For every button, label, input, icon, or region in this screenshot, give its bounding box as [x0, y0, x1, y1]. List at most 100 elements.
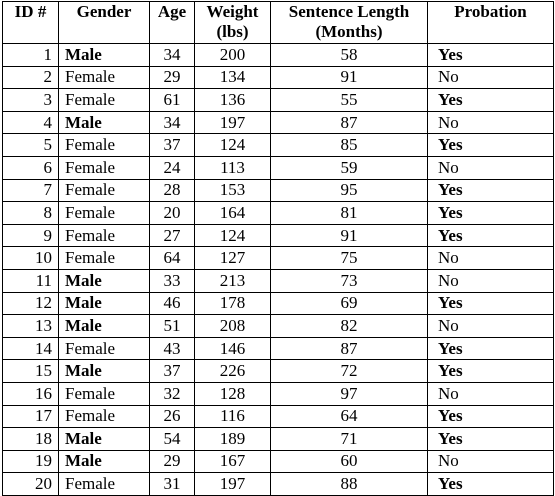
cell-weight: 178 [194, 291, 271, 316]
cell-id: 2 [2, 65, 59, 90]
cell-gender: Male [58, 314, 150, 338]
cell-age: 24 [149, 155, 195, 180]
cell-probation: No [427, 381, 554, 406]
cell-age: 20 [149, 201, 195, 225]
cell-id: 8 [2, 201, 59, 225]
cell-sentence-length: 64 [270, 404, 428, 429]
cell-probation: Yes [427, 43, 554, 67]
cell-id: 17 [2, 404, 59, 429]
table-row: 14 Female 43 146 87 Yes [2, 336, 554, 361]
cell-age: 34 [149, 110, 195, 135]
cell-probation: Yes [427, 404, 554, 429]
cell-weight: 167 [194, 449, 271, 474]
cell-age: 37 [149, 133, 195, 157]
table-body: 1 Male 34 200 58 Yes 2 Female 29 134 91 No 3 Female 61… [2, 43, 554, 496]
cell-gender: Female [58, 155, 150, 180]
table-row: 9 Female 27 124 91 Yes [2, 223, 554, 248]
cell-weight: 164 [194, 201, 271, 225]
cell-probation: Yes [427, 201, 554, 225]
cell-id: 11 [2, 268, 59, 293]
header-weight-line1: Weight [206, 2, 259, 21]
cell-id: 3 [2, 88, 59, 112]
cell-weight: 128 [194, 381, 271, 406]
cell-age: 26 [149, 404, 195, 429]
table-row: 12 Male 46 178 69 Yes [2, 291, 554, 316]
cell-gender: Male [58, 449, 150, 474]
cell-sentence-length: 82 [270, 314, 428, 338]
cell-weight: 226 [194, 359, 271, 383]
cell-weight: 197 [194, 472, 271, 496]
cell-probation: Yes [427, 359, 554, 383]
cell-id: 15 [2, 359, 59, 383]
header-row: ID # Gender Age Weight (lbs) Sentence Len… [2, 1, 554, 44]
cell-id: 9 [2, 223, 59, 248]
cell-gender: Male [58, 43, 150, 67]
cell-probation: Yes [427, 223, 554, 248]
table-row: 5 Female 37 124 85 Yes [2, 133, 554, 157]
cell-age: 46 [149, 291, 195, 316]
cell-probation: Yes [427, 133, 554, 157]
cell-sentence-length: 87 [270, 110, 428, 135]
table-row: 18 Male 54 189 71 Yes [2, 427, 554, 451]
cell-gender: Female [58, 223, 150, 248]
cell-probation: No [427, 449, 554, 474]
cell-probation: No [427, 155, 554, 180]
header-id: ID # [2, 1, 59, 44]
table-row: 15 Male 37 226 72 Yes [2, 359, 554, 383]
cell-sentence-length: 81 [270, 201, 428, 225]
cell-age: 54 [149, 427, 195, 451]
table-row: 20 Female 31 197 88 Yes [2, 472, 554, 496]
cell-gender: Male [58, 291, 150, 316]
cell-gender: Female [58, 336, 150, 361]
cell-sentence-length: 91 [270, 223, 428, 248]
cell-probation: Yes [427, 472, 554, 496]
cell-weight: 113 [194, 155, 271, 180]
cell-sentence-length: 88 [270, 472, 428, 496]
cell-sentence-length: 75 [270, 246, 428, 270]
table-row: 13 Male 51 208 82 No [2, 314, 554, 338]
cell-id: 4 [2, 110, 59, 135]
table-row: 3 Female 61 136 55 Yes [2, 88, 554, 112]
cell-gender: Male [58, 359, 150, 383]
cell-sentence-length: 71 [270, 427, 428, 451]
cell-probation: Yes [427, 336, 554, 361]
cell-gender: Male [58, 110, 150, 135]
cell-sentence-length: 95 [270, 178, 428, 203]
cell-gender: Male [58, 427, 150, 451]
cell-id: 6 [2, 155, 59, 180]
table-row: 4 Male 34 197 87 No [2, 110, 554, 135]
cell-age: 28 [149, 178, 195, 203]
cell-gender: Female [58, 133, 150, 157]
cell-sentence-length: 58 [270, 43, 428, 67]
cell-weight: 136 [194, 88, 271, 112]
cell-sentence-length: 72 [270, 359, 428, 383]
cell-weight: 197 [194, 110, 271, 135]
cell-sentence-length: 91 [270, 65, 428, 90]
header-sentence-line1: Sentence Length [288, 2, 410, 21]
table-row: 10 Female 64 127 75 No [2, 246, 554, 270]
cell-id: 19 [2, 449, 59, 474]
cell-gender: Female [58, 472, 150, 496]
cell-weight: 127 [194, 246, 271, 270]
cell-age: 64 [149, 246, 195, 270]
cell-age: 43 [149, 336, 195, 361]
cell-gender: Female [58, 246, 150, 270]
table-row: 19 Male 29 167 60 No [2, 449, 554, 474]
table-row: 16 Female 32 128 97 No [2, 381, 554, 406]
cell-sentence-length: 59 [270, 155, 428, 180]
table-row: 17 Female 26 116 64 Yes [2, 404, 554, 429]
cell-probation: Yes [427, 178, 554, 203]
cell-sentence-length: 60 [270, 449, 428, 474]
cell-gender: Female [58, 404, 150, 429]
cell-sentence-length: 85 [270, 133, 428, 157]
cell-weight: 200 [194, 43, 271, 67]
header-weight-line2: (lbs) [216, 22, 249, 41]
cell-probation: No [427, 268, 554, 293]
cell-weight: 124 [194, 133, 271, 157]
cell-gender: Female [58, 88, 150, 112]
cell-id: 7 [2, 178, 59, 203]
cell-id: 20 [2, 472, 59, 496]
cell-id: 12 [2, 291, 59, 316]
cell-probation: Yes [427, 427, 554, 451]
cell-id: 10 [2, 246, 59, 270]
